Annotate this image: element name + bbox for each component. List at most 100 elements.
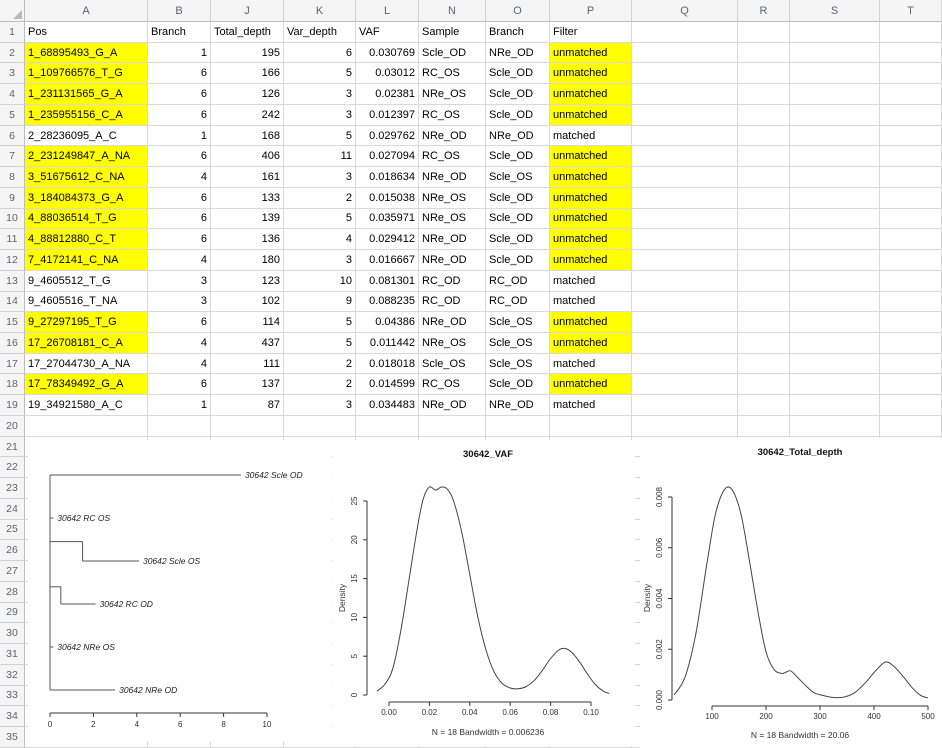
cell-L19[interactable]: 0.034483: [356, 395, 419, 416]
cell-K18[interactable]: 2: [284, 374, 356, 396]
row-header-11[interactable]: 11: [0, 229, 25, 251]
cell-S16[interactable]: [790, 333, 880, 354]
cell-R9[interactable]: [738, 187, 790, 209]
cell-K20[interactable]: [284, 415, 356, 437]
cell-K2[interactable]: 6: [284, 42, 356, 64]
cell-B11[interactable]: 6: [148, 229, 211, 251]
cell-B7[interactable]: 6: [148, 146, 211, 168]
cell-T12[interactable]: [880, 250, 942, 271]
row-header-12[interactable]: 12: [0, 250, 25, 271]
cell-S5[interactable]: [790, 104, 880, 126]
cell-J16[interactable]: 437: [211, 333, 284, 354]
cell-T2[interactable]: [880, 42, 942, 64]
cell-K11[interactable]: 4: [284, 229, 356, 251]
cell-O11[interactable]: Scle_OD: [486, 229, 550, 251]
cell-P3[interactable]: unmatched: [550, 63, 632, 85]
cell-K10[interactable]: 5: [284, 208, 356, 230]
row-header-1[interactable]: 1: [0, 22, 25, 43]
cell-S4[interactable]: [790, 84, 880, 105]
cell-O10[interactable]: Scle_OD: [486, 208, 550, 230]
cell-O2[interactable]: NRe_OD: [486, 42, 550, 64]
cell-L7[interactable]: 0.027094: [356, 146, 419, 168]
cell-N14[interactable]: RC_OD: [419, 291, 486, 313]
cell-K7[interactable]: 11: [284, 146, 356, 168]
cell-K15[interactable]: 5: [284, 312, 356, 334]
cell-O12[interactable]: Scle_OD: [486, 250, 550, 271]
cell-O19[interactable]: NRe_OD: [486, 395, 550, 416]
cell-O18[interactable]: Scle_OD: [486, 374, 550, 396]
cell-T19[interactable]: [880, 395, 942, 416]
cell-A11[interactable]: 4_88812880_C_T: [25, 229, 148, 251]
cell-T11[interactable]: [880, 229, 942, 251]
cell-T17[interactable]: [880, 353, 942, 375]
column-header-K[interactable]: K: [284, 0, 356, 22]
cell-R4[interactable]: [738, 84, 790, 105]
cell-A3[interactable]: 1_109766576_T_G: [25, 63, 148, 85]
row-header-6[interactable]: 6: [0, 125, 25, 147]
cell-S1[interactable]: [790, 22, 880, 43]
cell-T1[interactable]: [880, 22, 942, 43]
cell-K3[interactable]: 5: [284, 63, 356, 85]
cell-L9[interactable]: 0.015038: [356, 187, 419, 209]
cell-Q3[interactable]: [632, 63, 738, 85]
cell-S17[interactable]: [790, 353, 880, 375]
cell-J15[interactable]: 114: [211, 312, 284, 334]
cell-Q17[interactable]: [632, 353, 738, 375]
cell-O9[interactable]: Scle_OD: [486, 187, 550, 209]
cell-N16[interactable]: NRe_OS: [419, 333, 486, 354]
cell-P8[interactable]: unmatched: [550, 167, 632, 188]
cell-A8[interactable]: 3_51675612_C_NA: [25, 167, 148, 188]
cell-T9[interactable]: [880, 187, 942, 209]
cell-N7[interactable]: RC_OS: [419, 146, 486, 168]
cell-J12[interactable]: 180: [211, 250, 284, 271]
cell-A20[interactable]: [25, 415, 148, 437]
row-header-28[interactable]: 28: [0, 581, 25, 603]
cell-A7[interactable]: 2_231249847_A_NA: [25, 146, 148, 168]
cell-A15[interactable]: 9_27297195_T_G: [25, 312, 148, 334]
cell-K1[interactable]: Var_depth: [284, 22, 356, 43]
cell-O17[interactable]: Scle_OS: [486, 353, 550, 375]
cell-R3[interactable]: [738, 63, 790, 85]
cell-Q15[interactable]: [632, 312, 738, 334]
cell-J4[interactable]: 126: [211, 84, 284, 105]
cell-S11[interactable]: [790, 229, 880, 251]
row-header-34[interactable]: 34: [0, 706, 25, 727]
cell-Q9[interactable]: [632, 187, 738, 209]
cell-J3[interactable]: 166: [211, 63, 284, 85]
cell-O4[interactable]: Scle_OD: [486, 84, 550, 105]
cell-R14[interactable]: [738, 291, 790, 313]
cell-L18[interactable]: 0.014599: [356, 374, 419, 396]
cell-L17[interactable]: 0.018018: [356, 353, 419, 375]
cell-A1[interactable]: Pos: [25, 22, 148, 43]
cell-P9[interactable]: unmatched: [550, 187, 632, 209]
cell-K8[interactable]: 3: [284, 167, 356, 188]
cell-B6[interactable]: 1: [148, 125, 211, 147]
cell-Q6[interactable]: [632, 125, 738, 147]
row-header-13[interactable]: 13: [0, 270, 25, 292]
cell-L4[interactable]: 0.02381: [356, 84, 419, 105]
cell-O5[interactable]: Scle_OD: [486, 104, 550, 126]
cell-S13[interactable]: [790, 270, 880, 292]
cell-P16[interactable]: unmatched: [550, 333, 632, 354]
cell-A18[interactable]: 17_78349492_G_A: [25, 374, 148, 396]
column-header-A[interactable]: A: [25, 0, 148, 22]
cell-Q11[interactable]: [632, 229, 738, 251]
cell-Q5[interactable]: [632, 104, 738, 126]
row-header-2[interactable]: 2: [0, 42, 25, 64]
cell-J19[interactable]: 87: [211, 395, 284, 416]
row-header-21[interactable]: 21: [0, 436, 25, 458]
cell-A9[interactable]: 3_184084373_G_A: [25, 187, 148, 209]
select-all-corner[interactable]: [0, 0, 25, 22]
cell-R19[interactable]: [738, 395, 790, 416]
cell-B9[interactable]: 6: [148, 187, 211, 209]
cell-Q20[interactable]: [632, 415, 738, 437]
cell-J20[interactable]: [211, 415, 284, 437]
cell-O14[interactable]: RC_OD: [486, 291, 550, 313]
cell-B19[interactable]: 1: [148, 395, 211, 416]
cell-Q14[interactable]: [632, 291, 738, 313]
cell-K14[interactable]: 9: [284, 291, 356, 313]
row-header-3[interactable]: 3: [0, 63, 25, 85]
cell-O1[interactable]: Branch: [486, 22, 550, 43]
cell-S15[interactable]: [790, 312, 880, 334]
cell-S7[interactable]: [790, 146, 880, 168]
